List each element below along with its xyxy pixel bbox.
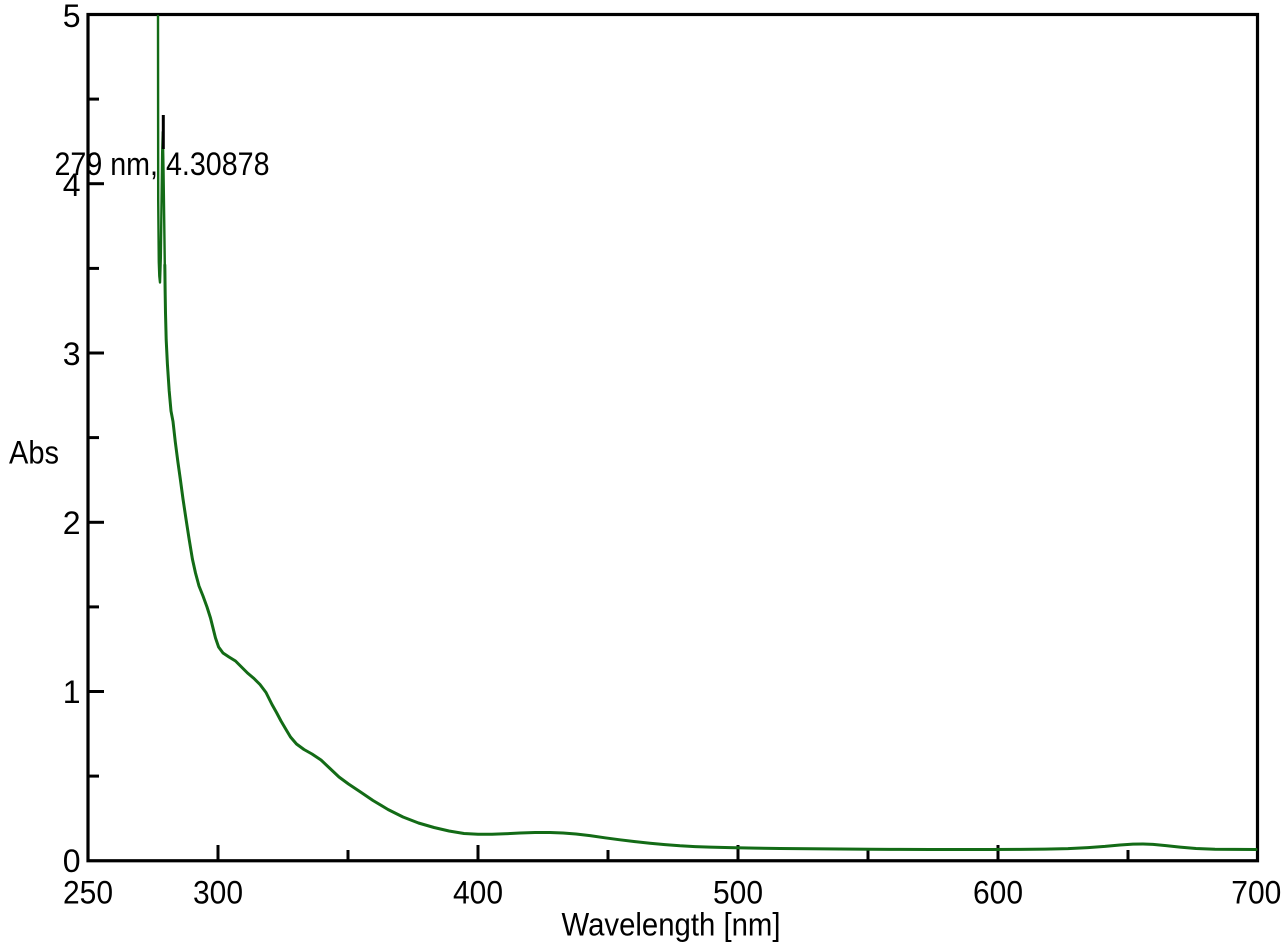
svg-text:600: 600 — [973, 875, 1023, 911]
svg-text:Wavelength [nm]: Wavelength [nm] — [562, 907, 781, 943]
svg-text:Abs: Abs — [9, 435, 59, 471]
svg-text:3: 3 — [63, 336, 81, 372]
svg-text:700: 700 — [1231, 875, 1281, 911]
svg-text:1: 1 — [63, 674, 81, 710]
svg-text:0: 0 — [63, 843, 81, 879]
svg-text:4: 4 — [63, 167, 81, 203]
svg-text:2: 2 — [63, 505, 81, 541]
svg-text:500: 500 — [713, 875, 763, 911]
svg-text:5: 5 — [63, 0, 81, 34]
svg-text:300: 300 — [193, 875, 243, 911]
svg-text:400: 400 — [453, 875, 503, 911]
svg-text:250: 250 — [63, 875, 113, 911]
